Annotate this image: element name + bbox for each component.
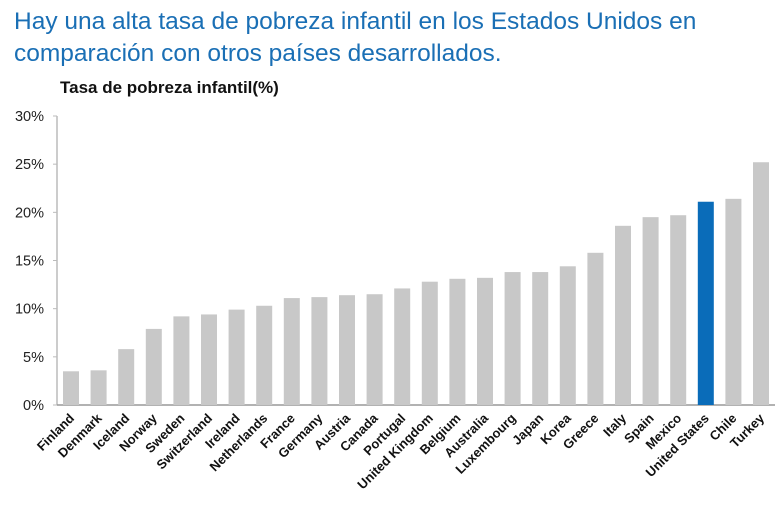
bar-switzerland [201,314,217,405]
y-tick-label: 25% [15,157,44,173]
y-tick-label: 10% [15,302,44,318]
bar-chile [725,198,742,405]
y-tick-label: 5% [23,350,44,366]
y-tick-label: 20% [15,205,44,221]
bar-belgium [449,278,466,405]
bar-mexico [670,215,687,405]
bar-netherlands [256,305,273,405]
bar-portugal [394,288,411,405]
y-tick-label: 0% [23,398,44,414]
bar-france [283,298,300,405]
bar-canada [366,294,383,405]
bar-japan [532,272,549,405]
bar-united-states [697,201,714,405]
bar-ireland [228,309,245,405]
bar-luxembourg [504,272,521,405]
y-axis-label: Tasa de pobreza infantil(%) [60,78,279,97]
chart-title: Hay una alta tasa de pobreza infantil en… [14,8,697,67]
bar-germany [311,297,328,405]
bar-korea [559,266,576,405]
bar-turkey [753,162,769,405]
bar-austria [339,295,355,405]
bar-spain [642,217,659,405]
bar-united-kingdom [421,281,438,405]
bar-iceland [118,349,135,405]
bar-italy [615,225,631,405]
bar-finland [63,371,79,405]
y-tick-label: 15% [15,254,44,270]
bar-australia [477,277,493,405]
bar-greece [587,252,604,405]
y-tick-label: 30% [15,109,44,125]
bar-norway [145,328,162,405]
bar-denmark [90,370,107,405]
x-tick-label: Japan [509,410,546,447]
bar-sweden [173,316,190,405]
